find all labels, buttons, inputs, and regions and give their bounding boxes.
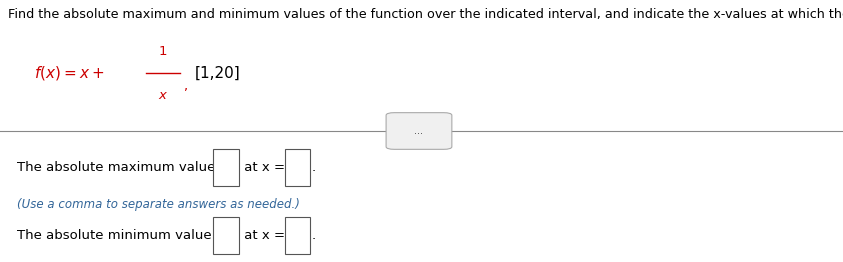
Text: at x =: at x = [240,161,289,174]
Text: x: x [158,89,167,102]
Text: Find the absolute maximum and minimum values of the function over the indicated : Find the absolute maximum and minimum va… [8,8,843,21]
Text: [1,20]: [1,20] [195,66,240,81]
Text: ,: , [183,80,187,93]
Text: 1: 1 [158,45,167,58]
Text: (Use a comma to separate answers as needed.): (Use a comma to separate answers as need… [17,198,300,211]
Text: $f(x)=x+$: $f(x)=x+$ [34,64,104,82]
FancyBboxPatch shape [213,217,239,254]
Text: .: . [312,161,316,174]
FancyBboxPatch shape [285,149,310,186]
Text: .: . [312,229,316,242]
Text: The absolute minimum value is: The absolute minimum value is [17,229,231,242]
Text: at x =: at x = [240,229,289,242]
FancyBboxPatch shape [285,217,310,254]
FancyBboxPatch shape [213,149,239,186]
Text: The absolute maximum value is: The absolute maximum value is [17,161,234,174]
Text: ...: ... [415,126,423,136]
FancyBboxPatch shape [386,113,452,149]
